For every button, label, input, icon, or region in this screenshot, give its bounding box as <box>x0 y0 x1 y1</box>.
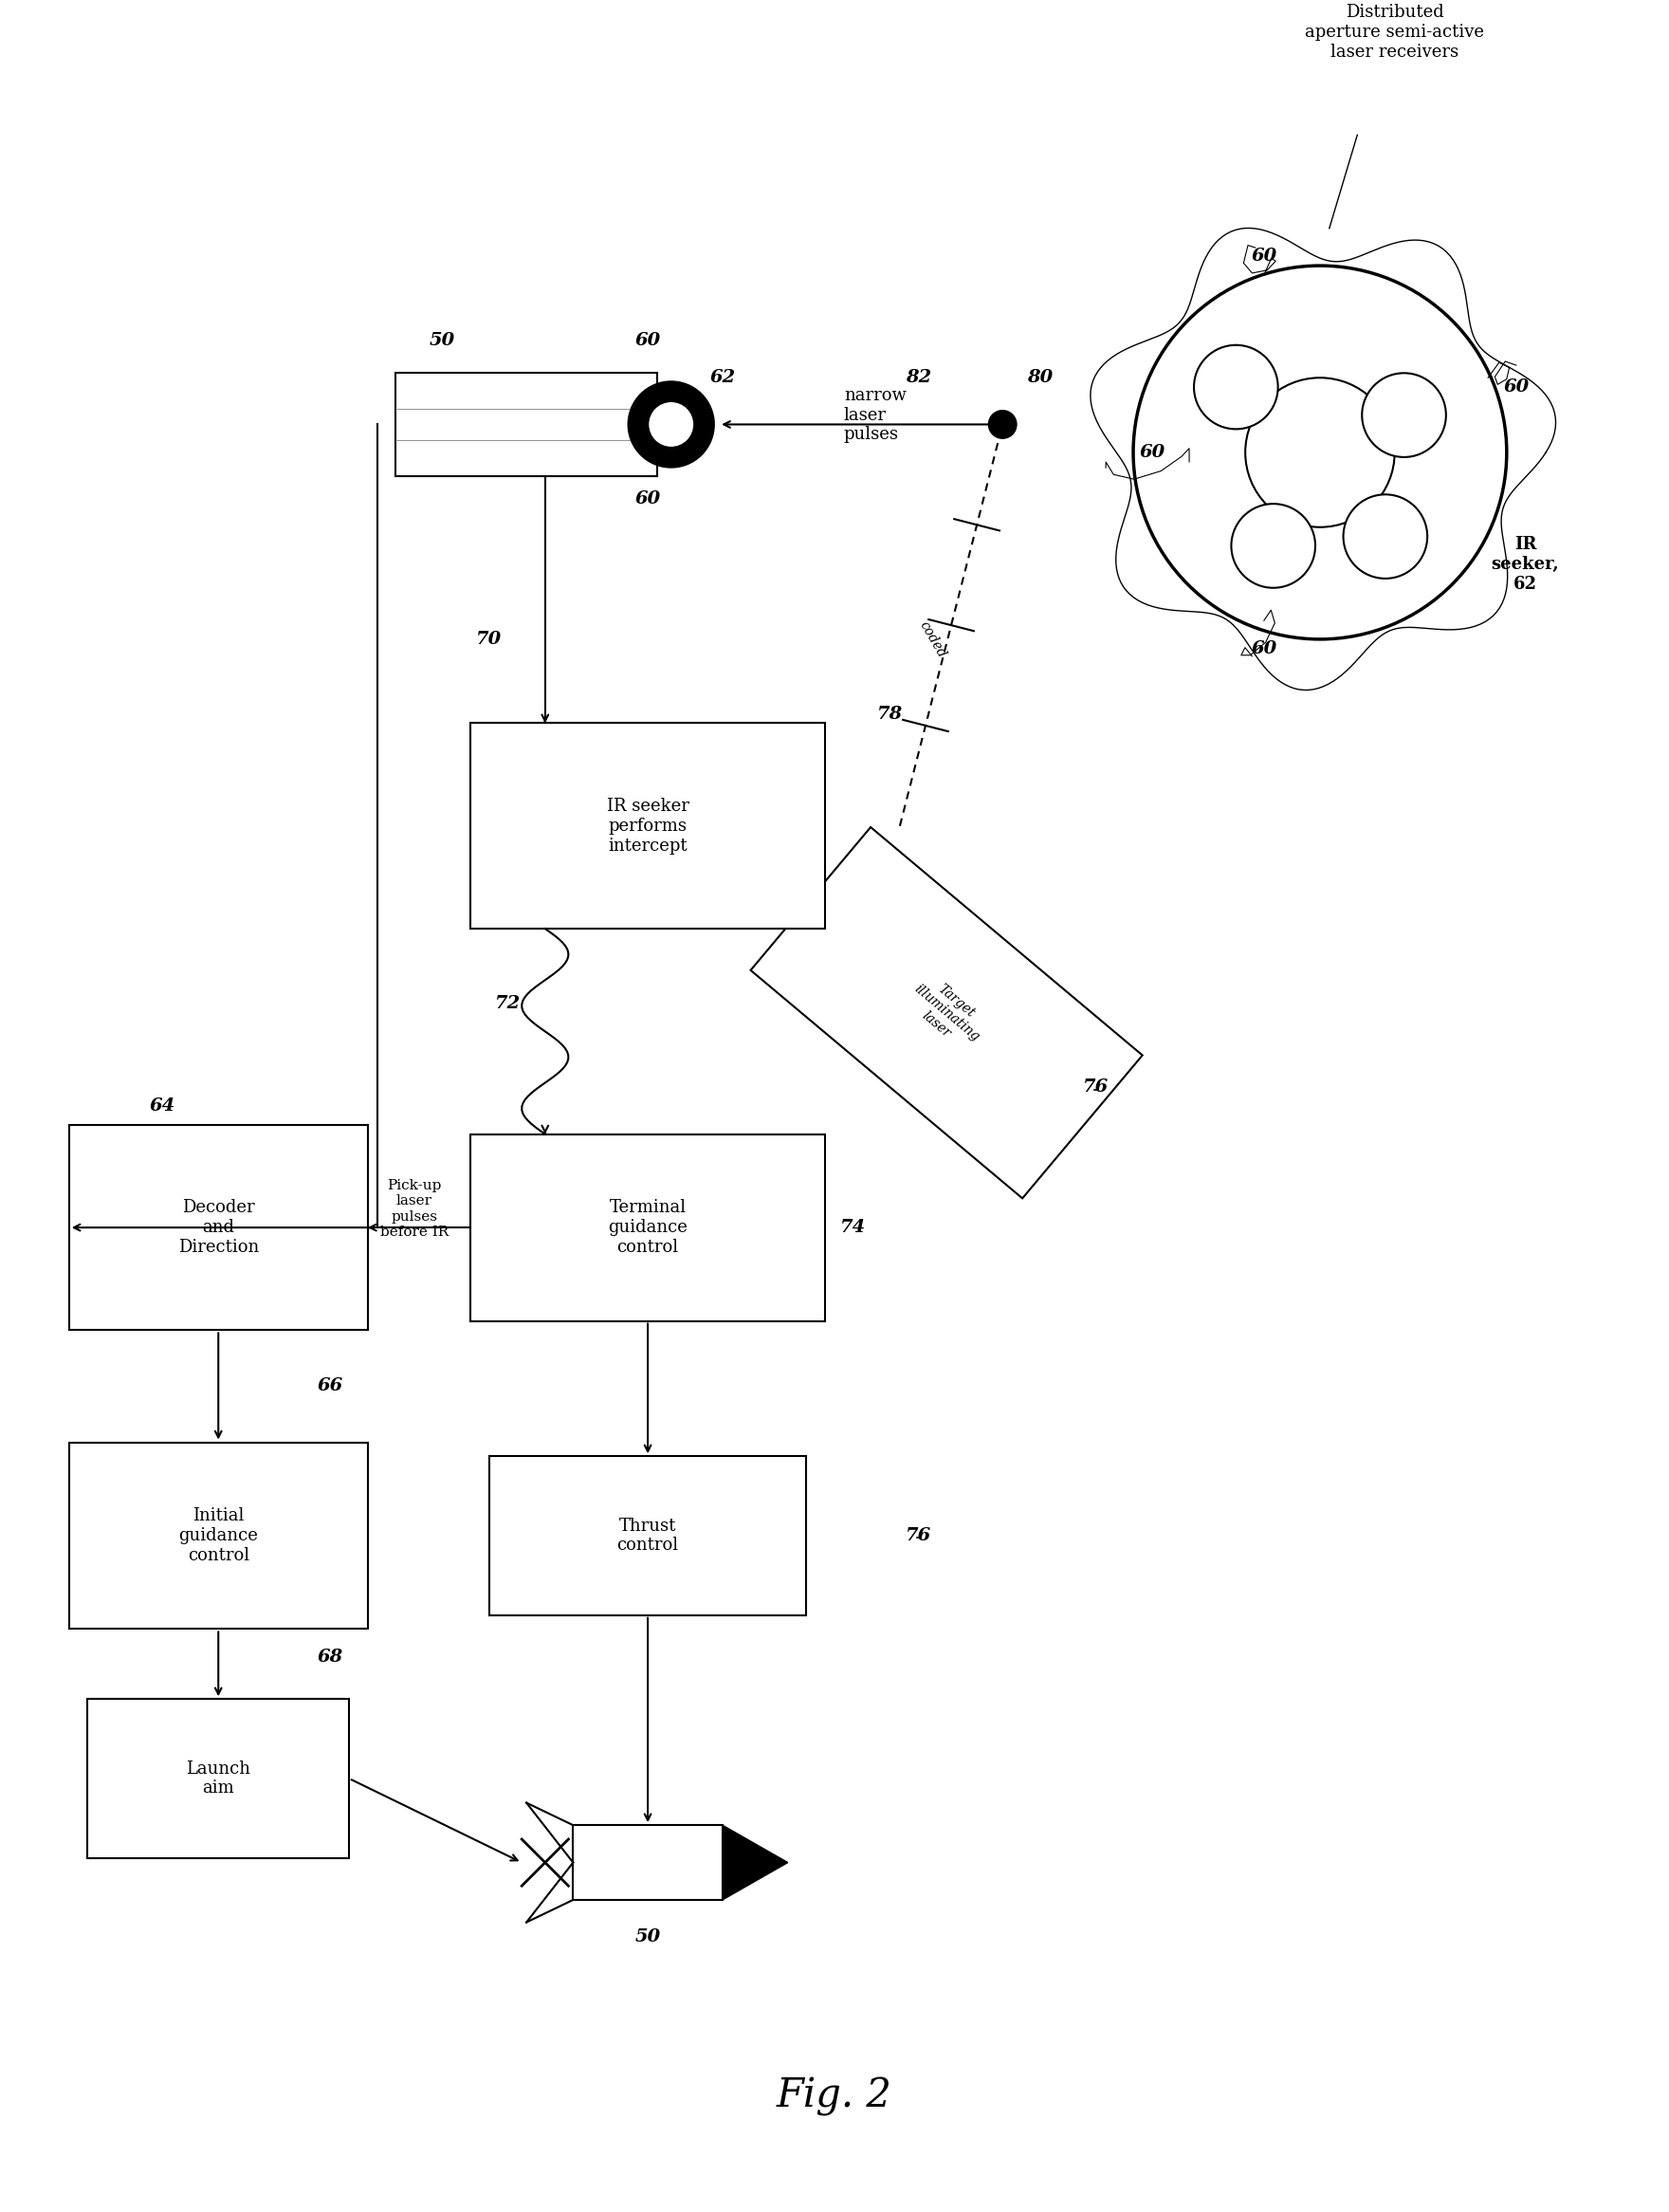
Text: 50: 50 <box>634 1929 661 1947</box>
Text: Decoder
and
Direction: Decoder and Direction <box>179 1199 259 1256</box>
Text: 72: 72 <box>494 995 521 1011</box>
Text: IR
seeker,
62: IR seeker, 62 <box>1492 535 1559 593</box>
Text: Target
illuminating
laser: Target illuminating laser <box>901 971 991 1055</box>
Bar <box>396 374 658 476</box>
Circle shape <box>1362 374 1445 458</box>
Text: 60: 60 <box>634 332 661 349</box>
Text: Thrust
control: Thrust control <box>618 1517 679 1555</box>
Text: 80: 80 <box>1026 369 1053 387</box>
Text: 76: 76 <box>906 1526 931 1544</box>
Text: 64: 64 <box>150 1097 175 1115</box>
Text: 50: 50 <box>429 332 456 349</box>
Text: 60: 60 <box>634 491 661 509</box>
Circle shape <box>1245 378 1395 526</box>
Text: 60: 60 <box>1252 248 1277 265</box>
Text: Distributed
aperture semi-active
laser receivers: Distributed aperture semi-active laser r… <box>1305 4 1484 60</box>
Circle shape <box>649 403 693 447</box>
Text: 68: 68 <box>317 1648 344 1666</box>
Polygon shape <box>723 1825 788 1900</box>
Text: 78: 78 <box>878 706 903 723</box>
Text: Launch
aim: Launch aim <box>185 1761 250 1796</box>
Bar <box>572 1825 723 1900</box>
Text: narrow
laser
pulses: narrow laser pulses <box>845 387 906 442</box>
Bar <box>68 1442 367 1628</box>
Text: 82: 82 <box>906 369 931 387</box>
Text: IR seeker
performs
intercept: IR seeker performs intercept <box>606 799 689 854</box>
Text: 60: 60 <box>1504 378 1529 396</box>
Text: Pick-up
laser
pulses
before IR: Pick-up laser pulses before IR <box>381 1179 449 1239</box>
Bar <box>68 1126 367 1329</box>
Text: 76: 76 <box>1083 1079 1108 1095</box>
Circle shape <box>1344 495 1427 580</box>
Circle shape <box>988 411 1016 438</box>
Text: 66: 66 <box>317 1378 344 1396</box>
Bar <box>471 1135 824 1321</box>
Text: 60: 60 <box>1252 639 1277 657</box>
Bar <box>471 723 824 929</box>
Circle shape <box>628 380 714 467</box>
Bar <box>489 1455 806 1615</box>
Circle shape <box>1193 345 1278 429</box>
Text: Terminal
guidance
control: Terminal guidance control <box>608 1199 688 1256</box>
Text: 62: 62 <box>709 369 736 387</box>
Bar <box>88 1699 349 1858</box>
Text: Fig. 2: Fig. 2 <box>776 2077 893 2117</box>
Text: 70: 70 <box>476 630 502 648</box>
Polygon shape <box>751 827 1142 1199</box>
Text: 60: 60 <box>1138 445 1165 460</box>
Text: Initial
guidance
control: Initial guidance control <box>179 1506 259 1564</box>
Circle shape <box>1232 504 1315 588</box>
Text: coded: coded <box>916 619 948 659</box>
Text: 74: 74 <box>840 1219 866 1237</box>
